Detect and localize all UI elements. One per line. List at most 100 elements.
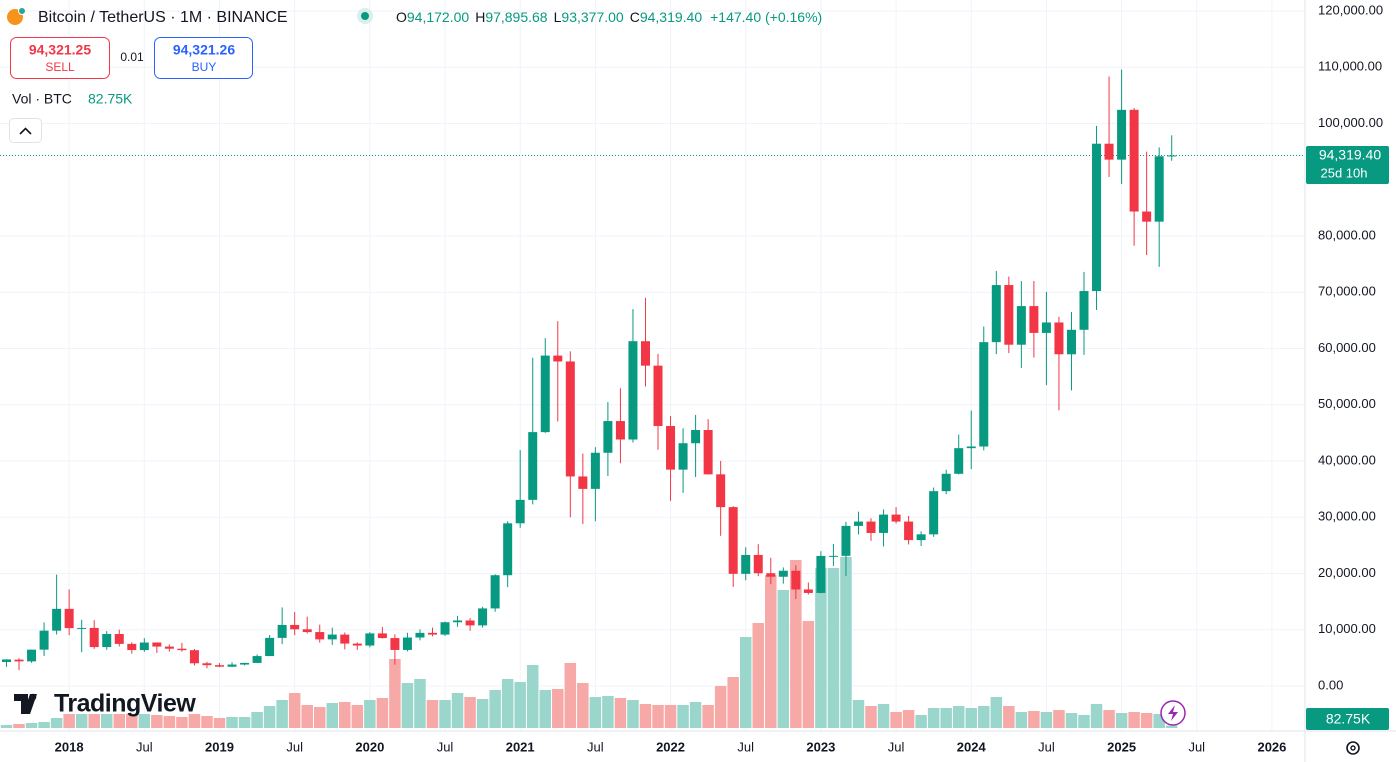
x-tick-label: Jul	[888, 739, 905, 754]
volume-bar	[602, 696, 614, 728]
watermark: TradingView	[54, 690, 196, 718]
settings-icon[interactable]	[1346, 741, 1360, 755]
volume-bar	[38, 722, 50, 728]
volume-bar	[978, 706, 990, 728]
volume-bar	[464, 697, 476, 728]
candle-body	[365, 633, 375, 646]
volume-bar	[664, 705, 677, 728]
volume-bar	[765, 575, 777, 728]
candle-body	[578, 476, 588, 489]
y-tick-label: 100,000.00	[1318, 115, 1383, 130]
volume-bar	[113, 714, 126, 728]
candle-body	[879, 514, 889, 533]
candle-body	[390, 638, 400, 650]
candle-body	[89, 627, 99, 648]
candle-body	[265, 637, 275, 657]
volume-bar	[677, 705, 689, 728]
volume-bar	[815, 568, 827, 728]
candle-body	[1104, 143, 1114, 160]
volume-bar	[639, 704, 652, 728]
candle-body	[766, 573, 776, 577]
volume-bar	[790, 560, 802, 728]
volume-bar	[1128, 712, 1140, 728]
volume-bar	[389, 659, 401, 728]
candle-body	[741, 554, 751, 574]
candle-body	[202, 663, 212, 666]
buy-button[interactable]	[154, 37, 253, 79]
buy-label: BUY	[192, 60, 217, 74]
spread: 0.01	[120, 50, 144, 64]
candle-body	[2, 659, 11, 663]
candle-body	[979, 342, 989, 447]
usdt-icon	[18, 7, 26, 15]
volume-bar	[313, 707, 326, 728]
candle-body	[77, 627, 87, 629]
candle-body	[1029, 306, 1039, 333]
y-tick-label: 60,000.00	[1318, 340, 1376, 355]
volume-layer	[0, 557, 1178, 728]
candle-body	[816, 555, 826, 593]
volume-bar	[1078, 715, 1090, 728]
volume-bar	[238, 717, 251, 728]
volume-bar	[840, 557, 852, 728]
candle-body	[753, 554, 763, 574]
candle-body	[991, 285, 1001, 343]
candle-body	[39, 630, 49, 650]
volume-bar	[514, 682, 526, 728]
ohlc-key: C	[630, 9, 640, 25]
sell-button[interactable]	[10, 37, 110, 79]
candle-body	[352, 643, 362, 646]
volume-bar	[0, 725, 13, 728]
volume-bar	[802, 621, 815, 728]
ohlc-value: 93,377.00	[561, 9, 623, 25]
y-tick-label: 40,000.00	[1318, 452, 1376, 467]
volume-box	[1306, 708, 1389, 730]
candle-body	[791, 570, 801, 590]
price-axis: 0.00 10,000.00 20,000.00 30,000.00 40,000.00…	[1318, 2, 1383, 692]
candle-body	[528, 432, 538, 500]
candle-body	[214, 665, 224, 667]
candle-body	[728, 507, 738, 574]
ohlc-key: H	[475, 9, 485, 25]
candle-body	[515, 499, 525, 524]
ohlc-value: 97,895.68	[485, 9, 547, 25]
candle-body	[1054, 322, 1064, 355]
x-tick-label: 2018	[55, 739, 84, 754]
volume-value: 82.75K	[88, 91, 133, 107]
candle-body	[139, 642, 149, 651]
candle-body	[415, 632, 425, 638]
volume-title: Vol · BTC	[12, 91, 72, 107]
volume-bar	[326, 703, 339, 728]
volume-bar	[1003, 706, 1015, 728]
candle-body	[1016, 306, 1026, 345]
volume-bar	[1015, 712, 1028, 728]
volume-bar	[489, 690, 501, 728]
volume-bar	[915, 715, 927, 728]
volume-bar	[226, 717, 238, 728]
candle-body	[27, 649, 37, 662]
sell-price: 94,321.25	[29, 42, 91, 58]
candle-body	[866, 521, 876, 533]
x-tick-label: Jul	[437, 739, 454, 754]
candle-body	[716, 474, 726, 508]
x-tick-label: 2025	[1107, 739, 1136, 754]
x-tick-label: 2024	[957, 739, 987, 754]
candle-body	[252, 656, 262, 663]
x-tick-label: Jul	[1188, 739, 1205, 754]
volume-bar	[777, 590, 790, 728]
candle-body	[427, 632, 437, 635]
candle-body	[1167, 155, 1177, 157]
y-tick-label: 110,000.00	[1318, 59, 1382, 74]
volume-bar	[1115, 713, 1128, 728]
volume-bar	[1140, 713, 1153, 728]
volume-bar	[339, 702, 351, 728]
volume-bar	[213, 718, 226, 728]
volume-bar	[714, 686, 727, 728]
collapse-button[interactable]	[9, 118, 42, 143]
candle-body	[1092, 143, 1102, 292]
candle-body	[904, 521, 914, 541]
volume-bar	[13, 724, 25, 728]
candle-body	[1154, 156, 1164, 222]
volume-bar	[539, 690, 552, 728]
x-tick-label: Jul	[286, 739, 303, 754]
